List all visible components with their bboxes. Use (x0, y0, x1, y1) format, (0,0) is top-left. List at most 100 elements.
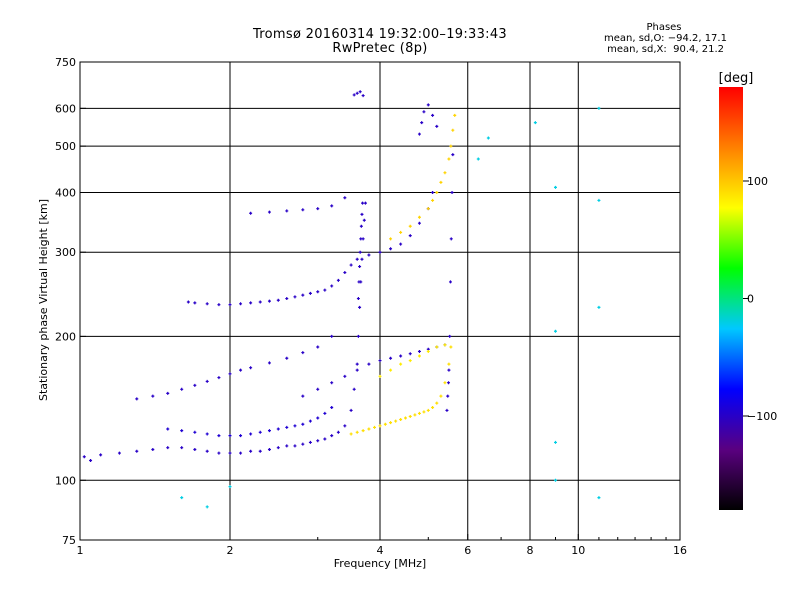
data-point (267, 210, 271, 214)
data-point (417, 215, 421, 219)
data-point (355, 368, 359, 372)
colorbar-gradient (719, 87, 743, 510)
data-point (330, 405, 334, 409)
data-point (378, 374, 382, 378)
x-tick-label: 6 (464, 544, 471, 557)
data-point (330, 284, 334, 288)
data-point (431, 190, 435, 194)
data-point (316, 416, 320, 420)
data-point (308, 291, 312, 295)
data-point (205, 505, 209, 509)
data-point (249, 432, 253, 436)
data-point (285, 297, 289, 301)
data-point (417, 354, 421, 358)
y-tick-label: 400 (55, 186, 76, 199)
data-point (435, 124, 439, 128)
data-point (597, 106, 601, 110)
data-point (413, 413, 417, 417)
data-point (330, 334, 334, 338)
data-point (228, 303, 232, 307)
data-point (448, 334, 452, 338)
data-point (276, 446, 280, 450)
data-point (597, 198, 601, 202)
data-point (343, 424, 347, 428)
x-axis: 1 2 4 6 8 10 16 (77, 534, 687, 557)
data-point (166, 446, 170, 450)
data-point (443, 381, 447, 385)
colorbar: [deg] 100 0 −100 (719, 71, 777, 510)
data-point (399, 418, 403, 422)
data-point (367, 362, 371, 366)
data-point (258, 449, 262, 453)
data-point (358, 90, 362, 94)
data-point (486, 136, 490, 140)
data-point (378, 424, 382, 428)
data-point (316, 290, 320, 294)
data-point (399, 230, 403, 234)
data-point (135, 397, 139, 401)
data-point (408, 234, 412, 238)
data-point (330, 204, 334, 208)
data-point (361, 201, 365, 205)
data-point (285, 356, 289, 360)
data-point (361, 429, 365, 433)
data-point (343, 196, 347, 200)
data-point (363, 201, 367, 205)
data-point (249, 211, 253, 215)
data-point (166, 391, 170, 395)
data-point (399, 242, 403, 246)
data-point (285, 444, 289, 448)
data-point (449, 237, 453, 241)
data-point (228, 434, 232, 438)
data-points (82, 90, 601, 509)
data-point (399, 362, 403, 366)
data-point (285, 425, 289, 429)
data-point (453, 113, 457, 117)
data-point (205, 432, 209, 436)
data-point (399, 354, 403, 358)
data-point (193, 430, 197, 434)
data-point (267, 299, 271, 303)
data-point (343, 374, 347, 378)
data-point (301, 208, 305, 212)
data-point (336, 278, 340, 282)
data-point (355, 362, 359, 366)
x-tick-label: 1 (77, 544, 84, 557)
data-point (239, 434, 243, 438)
data-point (417, 132, 421, 136)
data-point (293, 444, 297, 448)
data-point (417, 221, 421, 225)
colorbar-tick-label: 100 (747, 175, 768, 188)
data-point (451, 128, 455, 132)
data-point (355, 91, 359, 95)
data-point (193, 383, 197, 387)
data-point (308, 419, 312, 423)
data-point (362, 218, 366, 222)
data-point (431, 198, 435, 202)
data-point (301, 293, 305, 297)
data-point (450, 190, 454, 194)
data-point (151, 447, 155, 451)
x-tick-label: 8 (527, 544, 534, 557)
data-point (99, 453, 103, 457)
data-point (420, 121, 424, 125)
data-point (417, 411, 421, 415)
data-point (448, 280, 452, 284)
data-point (151, 394, 155, 398)
y-tick-label: 750 (55, 56, 76, 69)
data-point (239, 368, 243, 372)
data-point (239, 451, 243, 455)
data-point (267, 361, 271, 365)
data-point (293, 295, 297, 299)
colorbar-tick-label: 0 (747, 293, 754, 306)
data-point (447, 368, 451, 372)
data-point (301, 394, 305, 398)
data-point (267, 429, 271, 433)
phase-stats-x-mode: mean, sd,X: 90.4, 21.2 (607, 44, 724, 55)
data-point (426, 103, 430, 107)
data-point (426, 207, 430, 211)
data-point (205, 379, 209, 383)
y-axis: 75 100 200 300 400 500 600 750 (55, 56, 86, 547)
data-point (180, 446, 184, 450)
y-tick-label: 600 (55, 102, 76, 115)
